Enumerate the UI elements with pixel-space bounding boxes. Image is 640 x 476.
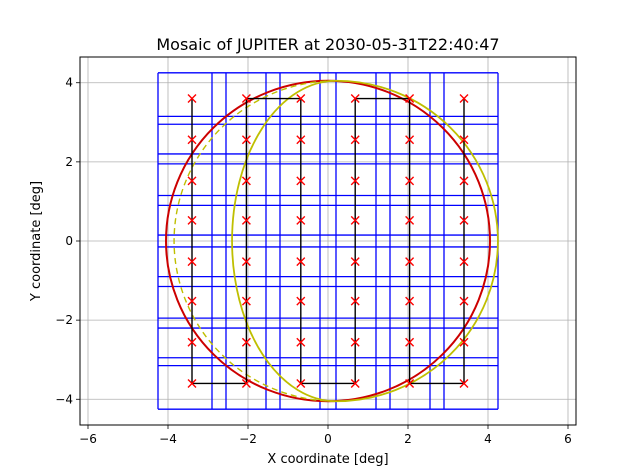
x-tick-label: 2 — [404, 432, 412, 446]
pointing-marker — [296, 296, 306, 306]
pointing-marker — [187, 94, 197, 104]
pointing-marker — [405, 135, 415, 145]
pointing-marker — [459, 176, 469, 186]
x-tick-label: 4 — [484, 432, 492, 446]
pointing-marker — [405, 94, 415, 104]
pointing-marker — [405, 215, 415, 225]
pointing-marker — [350, 215, 360, 225]
pointing-marker — [241, 337, 251, 347]
pointing-marker — [459, 257, 469, 267]
pointing-marker — [296, 135, 306, 145]
pointing-marker — [296, 215, 306, 225]
pointing-marker — [350, 257, 360, 267]
pointing-marker — [405, 296, 415, 306]
pointing-marker — [296, 337, 306, 347]
x-tick-label: −2 — [239, 432, 257, 446]
pointing-marker — [296, 176, 306, 186]
pointing-marker — [459, 215, 469, 225]
pointing-marker — [241, 135, 251, 145]
grid-layer — [80, 57, 576, 425]
y-axis-label: Y coordinate [deg] — [29, 181, 44, 302]
pointing-marker — [187, 135, 197, 145]
limb-arc-left — [173, 80, 337, 402]
pointing-marker — [241, 378, 251, 388]
pointing-marker — [350, 94, 360, 104]
x-tick-label: 6 — [564, 432, 572, 446]
pointing-marker — [350, 176, 360, 186]
y-tick-label: 2 — [65, 155, 73, 169]
pointing-marker — [241, 257, 251, 267]
x-tick-label: 0 — [324, 432, 332, 446]
chart-title: Mosaic of JUPITER at 2030-05-31T22:40:47 — [156, 35, 499, 54]
pointing-marker — [459, 378, 469, 388]
pointing-marker — [241, 94, 251, 104]
pointing-marker — [296, 257, 306, 267]
pointing-marker — [350, 135, 360, 145]
axis-ticks: −6 −4 −2 0 2 4 6 −4 −2 0 2 4 — [55, 76, 572, 446]
pointing-marker — [187, 176, 197, 186]
y-tick-label: −4 — [55, 392, 73, 406]
pointing-marker — [350, 296, 360, 306]
pointing-marker — [405, 257, 415, 267]
pointing-marker — [405, 176, 415, 186]
pointing-marker — [350, 337, 360, 347]
pointing-marker — [241, 176, 251, 186]
x-tick-label: −4 — [159, 432, 177, 446]
pointing-marker — [405, 378, 415, 388]
plot-area — [157, 72, 499, 410]
pointing-marker — [296, 94, 306, 104]
y-tick-label: 4 — [65, 76, 73, 90]
pointing-marker — [187, 296, 197, 306]
pointing-marker — [350, 378, 360, 388]
y-tick-label: −2 — [55, 313, 73, 327]
pointing-marker — [241, 215, 251, 225]
pointing-marker — [459, 337, 469, 347]
pointing-marker — [459, 135, 469, 145]
pointing-marker — [187, 337, 197, 347]
pointing-marker — [187, 215, 197, 225]
pointing-marker — [459, 94, 469, 104]
pointing-marker — [241, 296, 251, 306]
pointing-marker — [296, 378, 306, 388]
y-tick-label: 0 — [65, 234, 73, 248]
pointing-marker — [187, 378, 197, 388]
pointing-marker — [459, 296, 469, 306]
pointing-marker — [405, 337, 415, 347]
pointing-marker — [187, 257, 197, 267]
x-axis-label: X coordinate [deg] — [267, 452, 388, 467]
x-tick-label: −6 — [79, 432, 97, 446]
